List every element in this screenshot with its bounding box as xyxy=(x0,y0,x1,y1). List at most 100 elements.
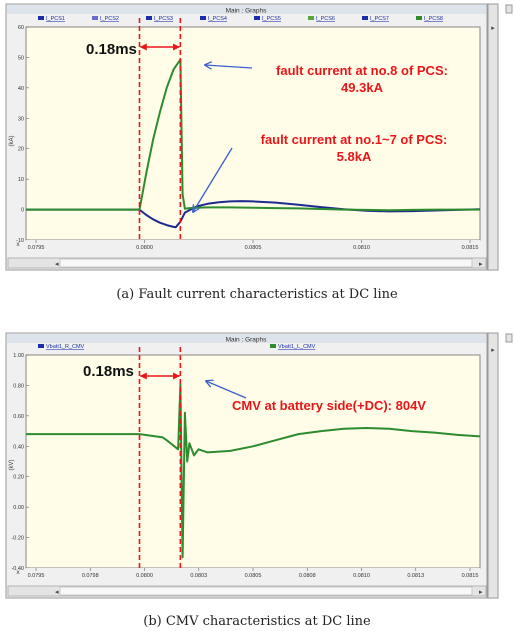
x-tick-label: 0.0805 xyxy=(245,245,262,251)
x-axis-symbol: x xyxy=(16,569,20,576)
series-group xyxy=(26,383,481,559)
window-titlebar xyxy=(7,5,486,14)
scroll-left-icon[interactable]: ◂ xyxy=(55,261,59,268)
y-tick-label: 0.60 xyxy=(13,414,24,420)
legend-swatch xyxy=(308,16,314,20)
cmv-label: CMV at battery side(+DC): 804V xyxy=(232,398,426,413)
scroll-thumb[interactable] xyxy=(59,586,473,596)
fault-markers xyxy=(138,347,182,580)
legend-swatch xyxy=(38,344,44,348)
x-tick-label: 0.0810 xyxy=(353,573,370,579)
series-line-i-pcs8 xyxy=(26,58,480,212)
legend-swatch xyxy=(146,16,152,20)
y-tick-label: 0.20 xyxy=(13,475,24,481)
y-axis: -10 0 10 20 30 40 50 60 xyxy=(16,25,29,244)
x-tick-label: 0.0810 xyxy=(353,245,370,251)
x-tick-label: 0.0813 xyxy=(407,573,424,579)
horizontal-scrollbar[interactable]: ◂ ▸ xyxy=(7,257,487,269)
fault-current-label-pcs8: fault current at no.8 of PCS: xyxy=(276,63,448,78)
legend-swatch xyxy=(92,16,98,20)
fault-current-value-pcs8: 49.3kA xyxy=(341,80,384,95)
y-tick-label: 50 xyxy=(18,55,24,61)
y-tick-label: 60 xyxy=(18,25,24,31)
plot-area xyxy=(25,26,481,241)
y-tick-label: 10 xyxy=(18,177,24,183)
window-side-scroller[interactable]: ▸ xyxy=(487,332,513,599)
y-tick-label: 30 xyxy=(18,116,24,122)
y-tick-label: -0.40 xyxy=(11,566,24,572)
x-axis: 0.0795 0.0800 0.0805 0.0810 0.0815 xyxy=(28,240,479,251)
window-title: Main : Graphs xyxy=(226,337,268,344)
annotations: 0.18ms CMV at battery side(+DC): 804V xyxy=(83,363,426,413)
chevron-right-icon: ▸ xyxy=(491,347,495,354)
legend-entry: Vbatt1_R_CMV xyxy=(46,344,85,350)
scroll-left-icon[interactable]: ◂ xyxy=(55,589,59,596)
legend-swatch xyxy=(254,16,260,20)
legend-entry: I_PCS4 xyxy=(208,16,227,22)
legend-entry: I_PCS8 xyxy=(424,16,443,22)
y-tick-label: -0.20 xyxy=(11,536,24,542)
scroll-right-icon[interactable]: ▸ xyxy=(479,589,483,596)
legend: Vbatt1_R_CMV Vbatt1_L_CMV xyxy=(38,344,316,350)
x-axis: 0.0795 0.0798 0.0800 0.0803 0.0805 0.0808 0.08… xyxy=(28,568,479,579)
panel-b: Main : Graphs ▸ Vbatt1_R_CMV Vbatt1_L_CMV… xyxy=(5,332,513,599)
legend-entry: Vbatt1_L_CMV xyxy=(278,344,316,350)
y-tick-label: 40 xyxy=(18,86,24,92)
x-tick-label: 0.0795 xyxy=(28,573,45,579)
x-tick-label: 0.0808 xyxy=(299,573,316,579)
legend-entry: I_PCS2 xyxy=(100,16,119,22)
legend-swatch xyxy=(38,16,44,20)
x-tick-label: 0.0803 xyxy=(190,573,207,579)
x-tick-label: 0.0805 xyxy=(245,573,262,579)
legend-swatch xyxy=(270,344,276,348)
legend-swatch xyxy=(362,16,368,20)
y-axis-label: (kA) xyxy=(9,136,15,147)
legend-swatch xyxy=(416,16,422,20)
scroll-thumb[interactable] xyxy=(59,258,473,268)
legend-entry: I_PCS3 xyxy=(154,16,173,22)
x-tick-label: 0.0815 xyxy=(462,245,479,251)
chevron-right-icon: ▸ xyxy=(491,25,495,32)
x-tick-label: 0.0795 xyxy=(28,245,45,251)
x-tick-label: 0.0815 xyxy=(462,573,479,579)
y-tick-label: 0.40 xyxy=(13,444,24,450)
legend-entry: I_PCS7 xyxy=(370,16,389,22)
y-axis-label: (kV) xyxy=(9,460,15,471)
horizontal-scrollbar[interactable]: ◂ ▸ xyxy=(7,585,487,597)
caption-a: (a) Fault current characteristics at DC … xyxy=(116,287,398,302)
panel-a: Main : Graphs ▸ I_PCS1 I_PCS2 I_PCS3 I_PCS4… xyxy=(5,3,513,271)
x-axis-symbol: x xyxy=(16,241,20,248)
series-line-vbatt1-l-cmv xyxy=(26,383,481,559)
scroll-right-icon[interactable]: ▸ xyxy=(479,261,483,268)
legend: I_PCS1 I_PCS2 I_PCS3 I_PCS4 I_PCS5 I_PCS6 I_PC… xyxy=(38,16,443,22)
series-line-i-pcs1 xyxy=(26,200,481,229)
window-side-scroller[interactable]: ▸ xyxy=(487,3,513,271)
y-tick-label: 0.00 xyxy=(13,505,24,511)
window-titlebar xyxy=(7,334,486,343)
x-tick-label: 0.0800 xyxy=(136,573,153,579)
legend-entry: I_PCS5 xyxy=(262,16,281,22)
legend-entry: I_PCS6 xyxy=(316,16,335,22)
series-group xyxy=(26,58,481,229)
legend-swatch xyxy=(200,16,206,20)
annotations: 0.18ms fault current at no.8 of PCS: 49.… xyxy=(86,41,448,212)
legend-entry: I_PCS1 xyxy=(46,16,65,22)
x-axis-strip xyxy=(26,240,480,253)
y-tick-label: -10 xyxy=(16,238,24,244)
fault-current-label-pcs1-7: fault current at no.1~7 of PCS: xyxy=(261,132,448,147)
y-tick-label: 0 xyxy=(21,208,24,214)
x-axis-strip xyxy=(26,568,480,581)
pointer-arrow-pcs1-7 xyxy=(193,147,233,212)
x-tick-label: 0.0800 xyxy=(136,245,153,251)
fault-current-value-pcs1-7: 5.8kA xyxy=(337,149,372,164)
y-axis: -0.40 -0.20 0.00 0.20 0.40 0.60 0.80 1.00 xyxy=(11,353,29,572)
fault-markers xyxy=(138,18,182,252)
y-tick-label: 0.80 xyxy=(13,383,24,389)
pointer-arrow-cmv xyxy=(206,381,247,399)
x-tick-label: 0.0798 xyxy=(82,573,99,579)
interval-label: 0.18ms xyxy=(83,363,134,380)
caption-b: (b) CMV characteristics at DC line xyxy=(143,614,371,629)
y-tick-label: 20 xyxy=(18,147,24,153)
pointer-arrow-pcs8 xyxy=(205,65,253,68)
